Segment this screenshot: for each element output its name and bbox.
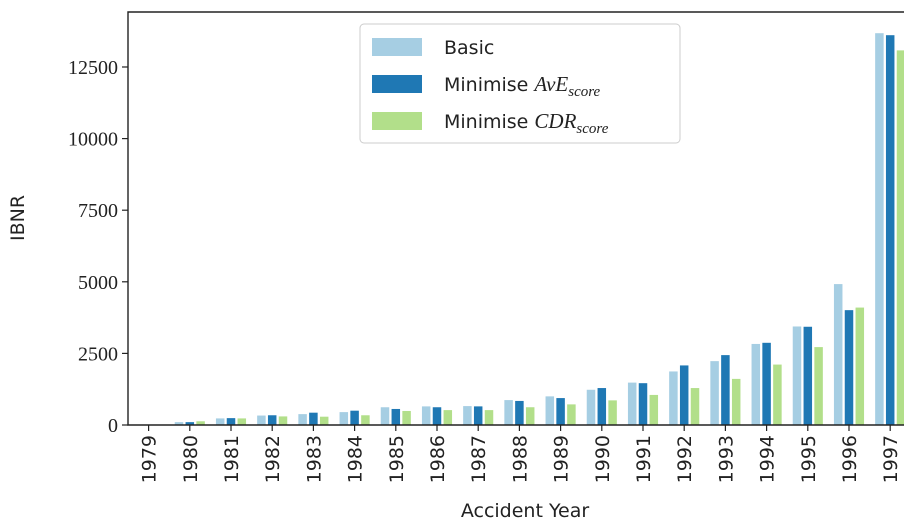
bar — [421, 406, 431, 425]
x-tick-label: 1997 — [880, 435, 902, 483]
y-tick-label: 0 — [108, 415, 118, 437]
y-axis-label: IBNR — [7, 195, 29, 241]
bar — [257, 415, 266, 425]
bar — [833, 284, 843, 425]
bar — [443, 410, 453, 425]
bar — [391, 408, 401, 425]
bar — [556, 398, 565, 425]
y-tick-label: 5000 — [78, 272, 118, 294]
x-tick-label: 1983 — [303, 435, 325, 483]
x-tick-label: 1981 — [221, 435, 243, 483]
bar — [402, 410, 411, 425]
bar — [896, 50, 904, 426]
x-tick-label: 1989 — [551, 435, 573, 483]
bar — [690, 388, 700, 425]
bar — [586, 389, 596, 425]
bar — [267, 415, 277, 425]
bar — [855, 307, 865, 425]
legend-swatch — [372, 75, 422, 93]
bar — [567, 404, 576, 425]
bar — [174, 422, 184, 425]
legend-swatch — [372, 38, 422, 56]
x-tick-label: 1987 — [468, 435, 490, 483]
bar — [215, 418, 225, 425]
bar — [762, 342, 771, 425]
bar — [649, 394, 659, 425]
bar — [473, 406, 483, 425]
y-tick-label: 12500 — [68, 57, 118, 79]
bar — [627, 382, 637, 425]
x-tick-label: 1986 — [427, 435, 449, 483]
bar — [773, 364, 782, 425]
bar — [298, 414, 307, 425]
legend-swatch — [372, 112, 422, 130]
bar — [597, 388, 607, 425]
bar — [710, 361, 719, 425]
bar — [751, 343, 761, 425]
legend-label: Basic — [444, 37, 494, 59]
bar — [319, 416, 329, 425]
x-tick-label: 1994 — [757, 435, 779, 483]
bar — [844, 310, 854, 425]
x-tick-label: 1993 — [715, 435, 737, 483]
x-tick-label: 1995 — [798, 435, 820, 483]
bar — [545, 396, 555, 425]
bar — [515, 400, 524, 425]
legend-label: Minimise AvEscore — [444, 72, 601, 100]
x-tick-label: 1985 — [386, 435, 408, 483]
bar — [504, 400, 513, 425]
y-tick-label: 7500 — [78, 200, 118, 222]
x-tick-label: 1984 — [345, 435, 367, 483]
x-tick-label: 1991 — [633, 435, 655, 483]
legend-box — [359, 23, 681, 144]
x-tick-label: 1990 — [592, 435, 614, 483]
x-tick-label: 1980 — [180, 435, 202, 483]
bar — [185, 422, 195, 425]
x-tick-label: 1982 — [262, 435, 284, 483]
bar — [226, 418, 236, 425]
bar — [885, 35, 895, 425]
bar — [350, 410, 359, 425]
x-tick-label: 1996 — [839, 435, 861, 483]
y-tick-label: 10000 — [68, 129, 118, 151]
x-tick-label: 1992 — [674, 435, 696, 483]
bar — [721, 355, 730, 425]
bar — [679, 365, 689, 425]
bar — [875, 33, 884, 425]
x-tick-label: 1988 — [509, 435, 531, 483]
bar — [803, 326, 813, 425]
bar — [792, 326, 802, 425]
bar — [731, 378, 741, 425]
bar — [309, 412, 318, 425]
axes-frame — [127, 11, 904, 426]
bar — [339, 412, 349, 425]
bar — [638, 383, 648, 425]
bar — [380, 407, 390, 425]
bar — [196, 421, 205, 425]
bar — [814, 347, 823, 425]
bar — [361, 415, 370, 425]
y-tick-label: 2500 — [78, 343, 118, 365]
x-tick-label: 1979 — [139, 435, 161, 483]
bar — [432, 407, 442, 425]
bar — [669, 371, 678, 425]
bar — [484, 410, 494, 425]
bar — [237, 418, 247, 425]
bar — [278, 416, 288, 425]
bar — [608, 400, 617, 425]
bar — [463, 406, 472, 425]
bar — [525, 407, 535, 425]
x-axis-label: Accident Year — [461, 500, 590, 522]
legend-label: Minimise CDRscore — [444, 109, 609, 137]
